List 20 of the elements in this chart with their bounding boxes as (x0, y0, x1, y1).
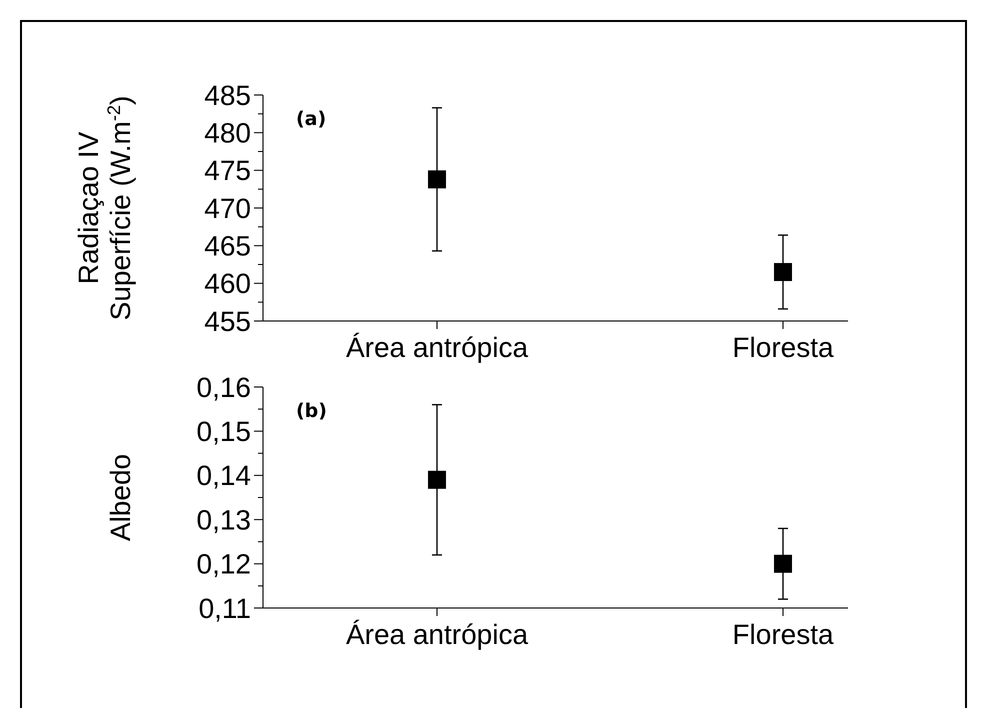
x-tick-label: Floresta (732, 619, 834, 650)
annotation: (b) (296, 400, 327, 422)
x-tick-label: Área antrópica (346, 619, 528, 650)
y-tick-label: 0,14 (196, 460, 251, 492)
y-tick-label: 0,11 (198, 592, 251, 624)
y-tick-label: 485 (204, 80, 251, 111)
x-tick-label: Floresta (732, 332, 834, 363)
y-tick-label: 455 (204, 306, 251, 337)
y-tick-label: 480 (204, 117, 251, 148)
y-tick-label: 460 (204, 268, 251, 300)
y-axis-title: Albedo (104, 454, 136, 542)
y-tick-label: 0,12 (196, 548, 251, 580)
y-tick-label: 0,13 (196, 504, 251, 536)
y-tick-label: 0,16 (196, 372, 251, 403)
y-tick-label: 475 (204, 155, 251, 186)
annotation: (a) (296, 108, 326, 130)
x-tick-label: Área antrópica (346, 332, 528, 363)
y-tick-label: 0,15 (196, 416, 251, 447)
y-tick-label: 465 (204, 230, 251, 262)
y-tick-label: 470 (204, 192, 251, 224)
